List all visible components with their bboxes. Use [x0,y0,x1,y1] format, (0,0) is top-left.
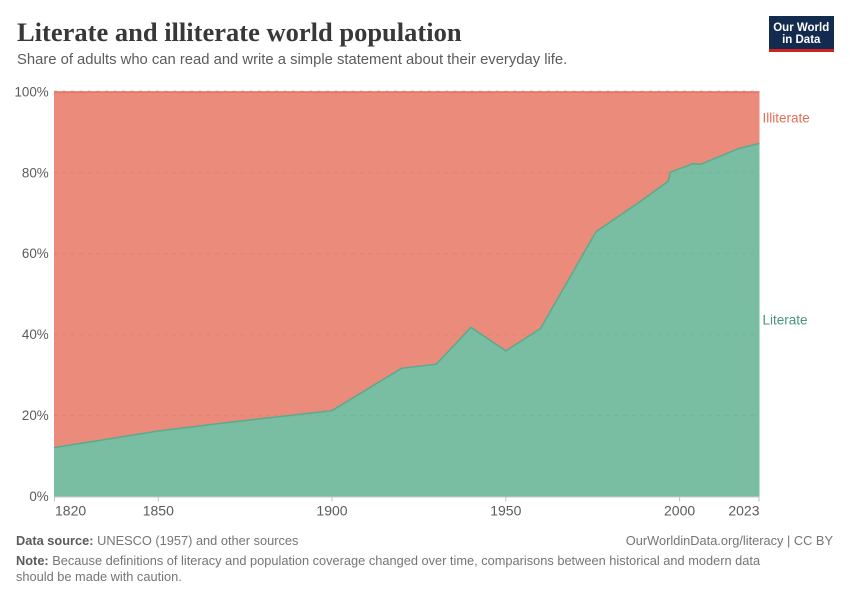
svg-text:0%: 0% [29,489,48,504]
svg-text:1850: 1850 [143,503,174,519]
svg-text:20%: 20% [22,408,49,423]
svg-text:2000: 2000 [664,503,695,519]
svg-text:Literate: Literate [763,312,808,327]
svg-text:Illiterate: Illiterate [763,110,810,125]
svg-text:80%: 80% [22,165,49,180]
svg-text:2023: 2023 [728,503,759,519]
svg-text:1820: 1820 [55,503,86,519]
svg-text:1950: 1950 [490,503,521,519]
svg-text:1900: 1900 [316,503,347,519]
svg-text:40%: 40% [22,327,49,342]
svg-text:60%: 60% [22,246,49,261]
svg-text:100%: 100% [14,84,48,99]
